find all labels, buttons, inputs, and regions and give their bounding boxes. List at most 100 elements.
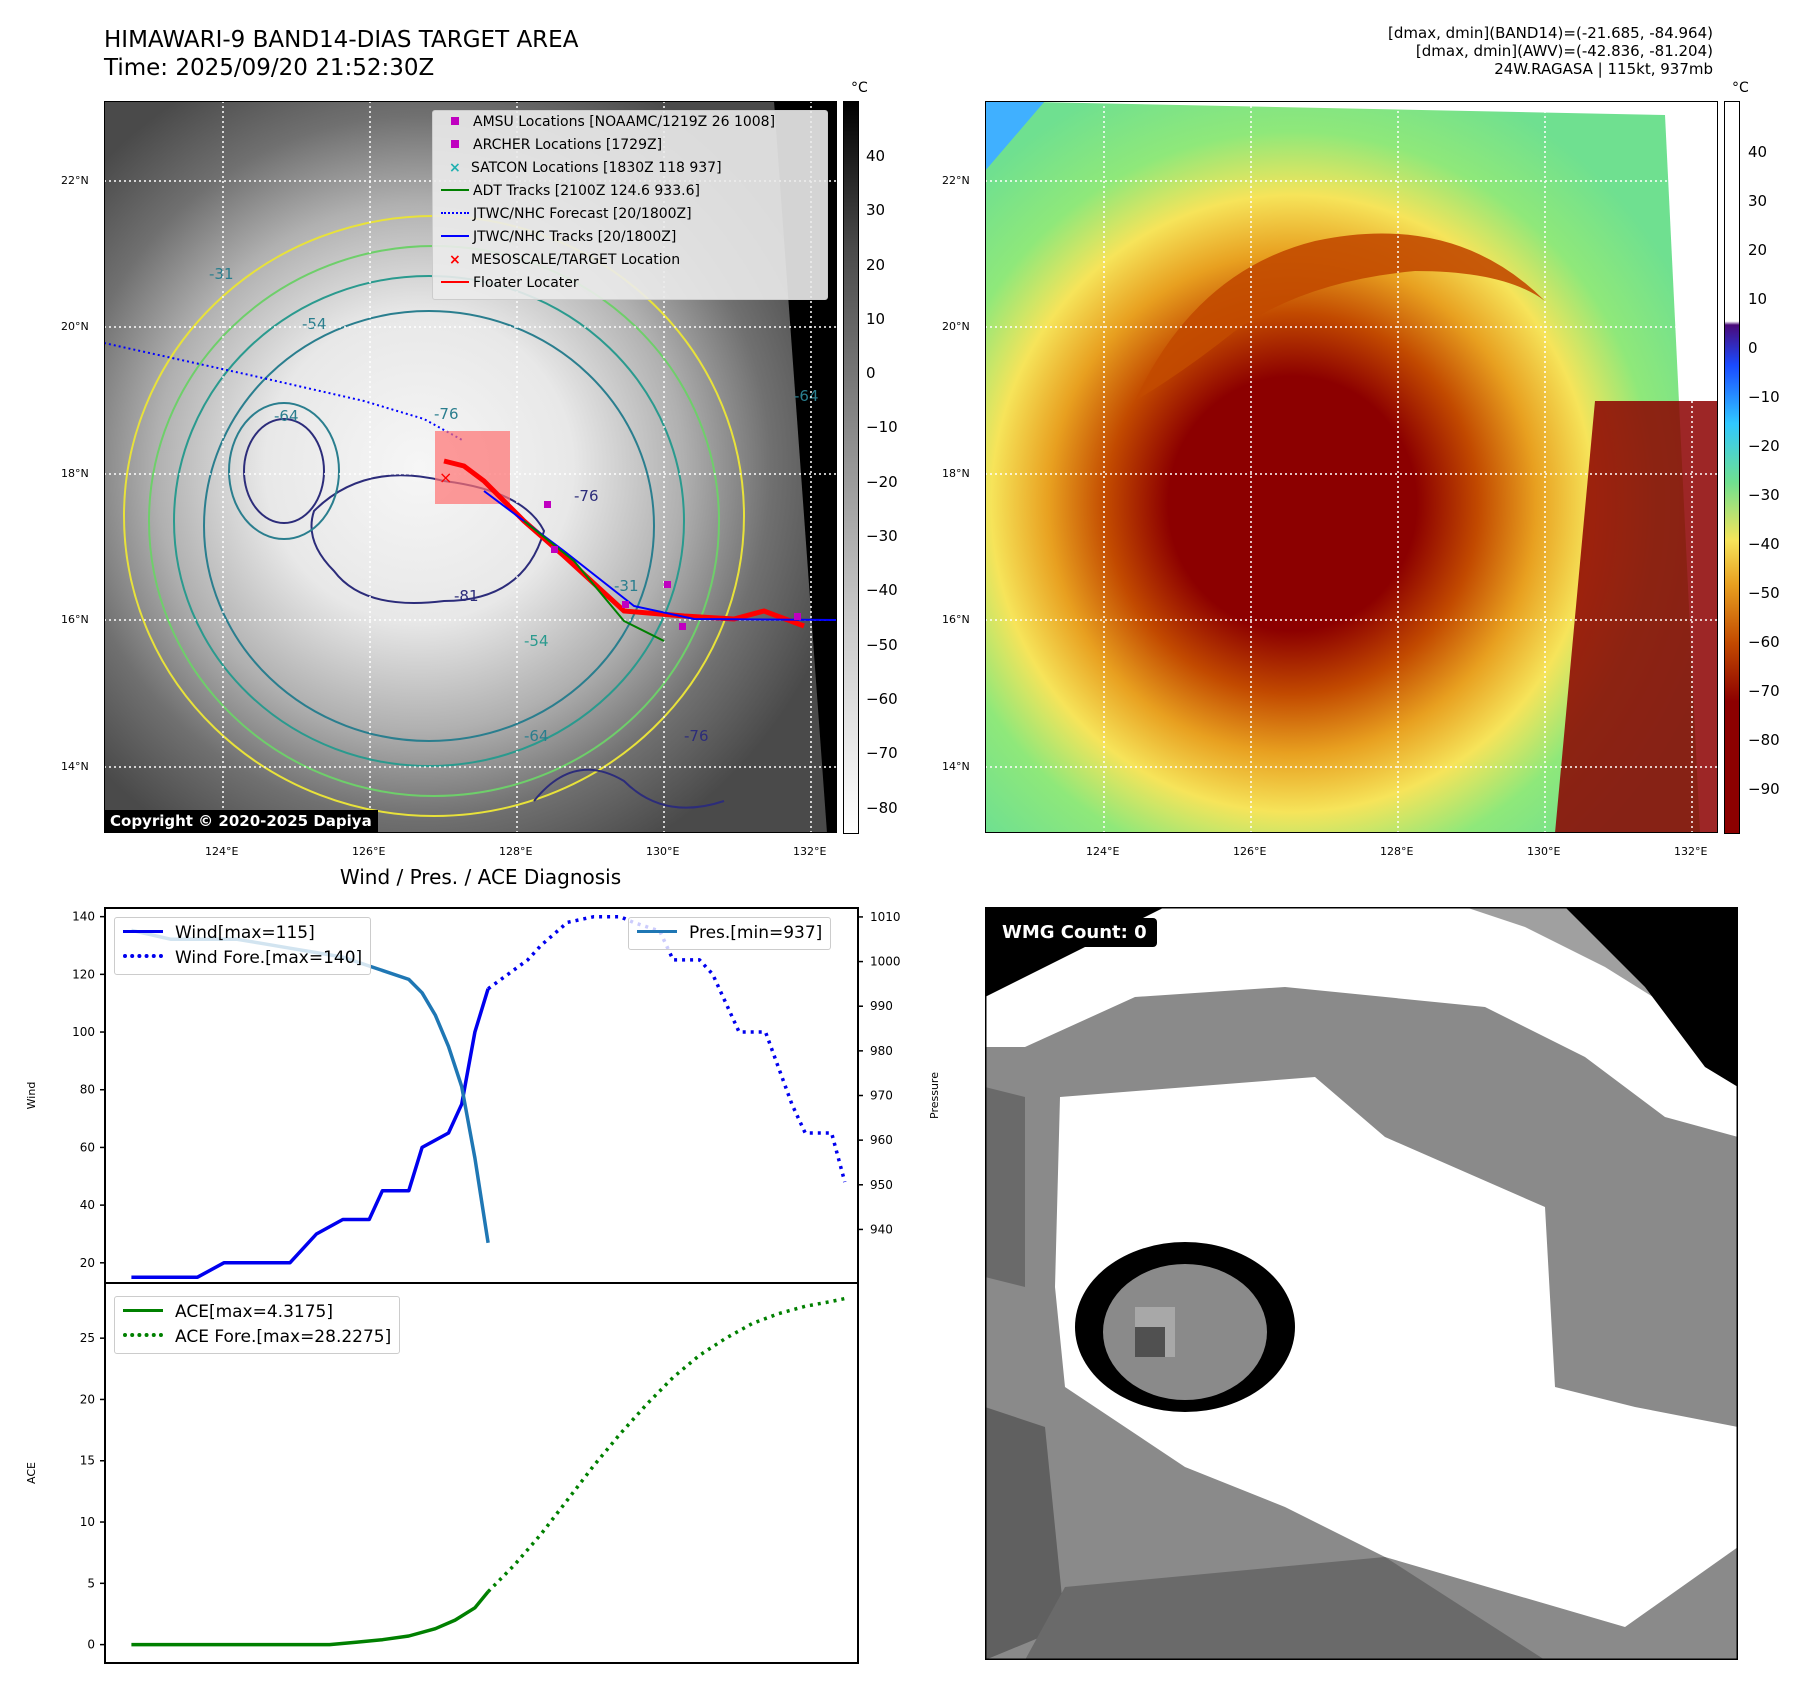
cb-right-tick: −70 bbox=[1748, 682, 1780, 700]
cb-left-tick: 20 bbox=[866, 256, 886, 274]
lat-label: 18°N bbox=[61, 467, 89, 480]
cb-right-tick: 20 bbox=[1748, 241, 1768, 259]
cb-right-tick: −40 bbox=[1748, 535, 1780, 553]
lon-label: 130°E bbox=[646, 845, 680, 858]
series-line-0 bbox=[131, 988, 490, 1279]
legend-label-adt: ADT Tracks [2100Z 124.6 933.6] bbox=[473, 183, 700, 199]
y-tick-label: 80 bbox=[80, 1083, 95, 1097]
lat-label: 14°N bbox=[61, 760, 89, 773]
svg-text:-31: -31 bbox=[614, 577, 639, 595]
cb-left-tick: −50 bbox=[866, 636, 898, 654]
cb-left-tick: −30 bbox=[866, 527, 898, 545]
svg-text:-54: -54 bbox=[524, 632, 549, 650]
cb-right-tick: 0 bbox=[1748, 339, 1758, 357]
cb-right-tick: −30 bbox=[1748, 486, 1780, 504]
y-right-tick-label: 1010 bbox=[870, 910, 901, 924]
y-tick-label: 15 bbox=[80, 1454, 95, 1468]
legend-line-ace-fore bbox=[123, 1333, 163, 1337]
y-tick-label: 100 bbox=[72, 1025, 95, 1039]
y-tick-label: 20 bbox=[80, 1392, 95, 1406]
cb-left-tick: 40 bbox=[866, 147, 886, 165]
y-tick-label: 120 bbox=[72, 967, 95, 981]
legend-label-archer: ARCHER Locations [1729Z] bbox=[473, 137, 663, 153]
cb-right-tick: 10 bbox=[1748, 290, 1768, 308]
legend-label-ace: ACE[max=4.3175] bbox=[175, 1302, 333, 1322]
y-tick-label: 60 bbox=[80, 1140, 95, 1154]
legend-marker-amsu bbox=[451, 117, 459, 125]
stats-box: [dmax, dmin](BAND14)=(-21.685, -84.964) … bbox=[1388, 24, 1713, 78]
legend-item: Floater Locater bbox=[433, 272, 827, 295]
svg-text:-54: -54 bbox=[302, 315, 327, 333]
cb-left-tick: −60 bbox=[866, 690, 898, 708]
wmg-count-badge: WMG Count: 0 bbox=[992, 918, 1157, 947]
cb-left-tick: −80 bbox=[866, 799, 898, 817]
colorbar-right bbox=[1724, 101, 1740, 834]
lat-label: 16°N bbox=[61, 613, 89, 626]
legend-line-adt bbox=[441, 189, 469, 191]
y-right-tick-label: 1000 bbox=[870, 955, 901, 969]
lon-label: 124°E bbox=[205, 845, 239, 858]
lat-label-right: 16°N bbox=[942, 613, 970, 626]
svg-text:×: × bbox=[439, 468, 452, 487]
title-line1: HIMAWARI-9 BAND14-DIAS TARGET AREA bbox=[104, 27, 579, 53]
y-axis-label: ACE bbox=[25, 1462, 38, 1484]
legend-line-floater bbox=[441, 281, 469, 283]
diagnosis-title: Wind / Pres. / ACE Diagnosis bbox=[339, 865, 622, 889]
awv-map-panel bbox=[985, 101, 1718, 833]
y-right-tick-label: 990 bbox=[870, 999, 893, 1013]
svg-text:-64: -64 bbox=[794, 387, 819, 405]
storm-info: 24W.RAGASA | 115kt, 937mb bbox=[1494, 60, 1713, 78]
lon-label-right: 124°E bbox=[1086, 845, 1120, 858]
legend-marker-archer bbox=[451, 140, 459, 148]
lat-label-right: 22°N bbox=[942, 174, 970, 187]
legend-item: Wind Fore.[max=140] bbox=[123, 946, 362, 971]
svg-text:-64: -64 bbox=[274, 407, 299, 425]
legend-line-forecast bbox=[441, 212, 469, 214]
cb-left-tick: −40 bbox=[866, 581, 898, 599]
lon-label-right: 130°E bbox=[1527, 845, 1561, 858]
legend-label-pres: Pres.[min=937] bbox=[689, 923, 823, 943]
legend-label-amsu: AMSU Locations [NOAAMC/1219Z 26 1008] bbox=[473, 114, 776, 130]
cb-left-tick: 30 bbox=[866, 201, 886, 219]
series-line-1 bbox=[486, 1296, 846, 1593]
map-legend: AMSU Locations [NOAAMC/1219Z 26 1008] AR… bbox=[432, 110, 828, 300]
stats-awv: [dmax, dmin](AWV)=(-42.836, -81.204) bbox=[1415, 42, 1713, 60]
y-right-tick-label: 950 bbox=[870, 1178, 893, 1192]
stats-band14: [dmax, dmin](BAND14)=(-21.685, -84.964) bbox=[1388, 24, 1713, 42]
legend-label-forecast: JTWC/NHC Forecast [20/1800Z] bbox=[473, 206, 692, 222]
y-tick-label: 25 bbox=[80, 1331, 95, 1345]
legend-line-wind bbox=[123, 930, 163, 933]
lon-label: 132°E bbox=[793, 845, 827, 858]
y-tick-label: 10 bbox=[80, 1515, 95, 1529]
colorbar-right-unit: °C bbox=[1732, 80, 1749, 96]
y-right-axis-label: Pressure bbox=[928, 1072, 940, 1119]
legend-line-tracks bbox=[441, 235, 469, 237]
lon-label-right: 126°E bbox=[1233, 845, 1267, 858]
legend-label-ace-fore: ACE Fore.[max=28.2275] bbox=[175, 1327, 392, 1347]
cb-right-tick: 30 bbox=[1748, 192, 1768, 210]
copyright-label: Copyright © 2020-2025 Dapiya bbox=[104, 810, 378, 832]
y-tick-label: 140 bbox=[72, 910, 95, 924]
cb-right-tick: −80 bbox=[1748, 731, 1780, 749]
svg-text:-76: -76 bbox=[434, 405, 459, 423]
cb-left-tick: 0 bbox=[866, 364, 876, 382]
legend-line-wind-fore bbox=[123, 954, 163, 958]
legend-label-target: MESOSCALE/TARGET Location bbox=[471, 252, 681, 268]
lon-label: 128°E bbox=[499, 845, 533, 858]
legend-item: × MESOSCALE/TARGET Location bbox=[433, 249, 827, 272]
ace-legend: ACE[max=4.3175] ACE Fore.[max=28.2275] bbox=[114, 1296, 401, 1354]
legend-item: AMSU Locations [NOAAMC/1219Z 26 1008] bbox=[433, 111, 827, 134]
cb-left-tick: −70 bbox=[866, 744, 898, 762]
legend-label-wind: Wind[max=115] bbox=[175, 923, 315, 943]
legend-line-ace bbox=[123, 1309, 163, 1312]
wind-legend: Wind[max=115] Wind Fore.[max=140] bbox=[114, 917, 372, 975]
legend-label-wind-fore: Wind Fore.[max=140] bbox=[175, 948, 363, 968]
lon-label-right: 128°E bbox=[1380, 845, 1414, 858]
y-right-tick-label: 980 bbox=[870, 1044, 893, 1058]
legend-label-floater: Floater Locater bbox=[473, 275, 579, 291]
legend-item: × SATCON Locations [1830Z 118 937] bbox=[433, 157, 827, 180]
legend-item: ARCHER Locations [1729Z] bbox=[433, 134, 827, 157]
cb-left-tick: −20 bbox=[866, 473, 898, 491]
y-tick-label: 40 bbox=[80, 1198, 95, 1212]
cb-left-tick: 10 bbox=[866, 310, 886, 328]
